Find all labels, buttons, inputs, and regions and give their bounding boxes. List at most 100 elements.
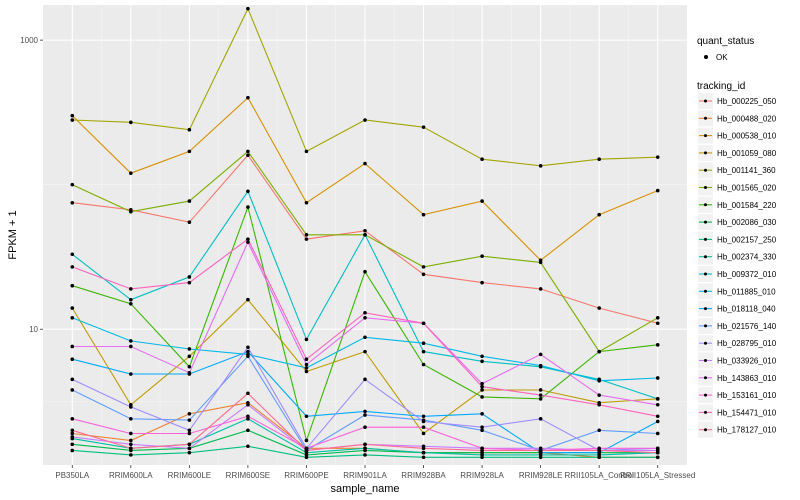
x-tick-label: PB350LA — [55, 471, 89, 480]
data-point — [70, 357, 75, 362]
data-point — [129, 442, 133, 447]
legend-label: Hb_153161_010 — [717, 391, 777, 400]
shape-legend-items: OK — [704, 53, 728, 62]
data-point — [70, 388, 75, 392]
legend-point-key — [704, 307, 707, 311]
legend-label: Hb_033926_010 — [717, 357, 777, 366]
data-point — [187, 347, 192, 351]
data-point — [129, 339, 133, 343]
data-point — [480, 199, 484, 203]
data-point — [480, 157, 484, 162]
legend-label: Hb_011885_010 — [717, 287, 776, 296]
data-point — [421, 419, 426, 424]
legend-label: OK — [716, 53, 728, 62]
legend-point-key — [704, 116, 707, 120]
data-point — [70, 377, 75, 382]
data-point — [421, 431, 426, 436]
data-point — [129, 297, 133, 302]
legend-label: Hb_018118_040 — [717, 305, 776, 314]
data-point — [655, 455, 660, 460]
data-point — [655, 188, 660, 193]
data-point — [421, 321, 426, 326]
data-point — [655, 376, 660, 380]
data-point — [304, 414, 309, 419]
legend-point-key — [704, 428, 707, 432]
data-point — [597, 157, 601, 162]
x-tick-label: RRIM600SE — [226, 471, 270, 480]
data-point — [187, 127, 192, 132]
data-point — [363, 446, 367, 451]
data-point — [70, 283, 75, 288]
data-point — [304, 438, 309, 443]
data-point — [304, 369, 309, 374]
legend-label: Hb_001059_080 — [717, 149, 777, 158]
data-point — [304, 233, 309, 237]
legend-label: Hb_021576_140 — [717, 322, 777, 331]
data-point — [421, 125, 426, 129]
shape-legend-title: quant_status — [697, 36, 754, 47]
data-point — [70, 442, 75, 447]
data-point — [187, 428, 192, 433]
legend-point-key — [704, 168, 707, 172]
data-point — [304, 200, 309, 205]
data-point — [129, 171, 133, 176]
data-point — [304, 455, 309, 460]
data-point — [129, 287, 133, 291]
data-point — [538, 448, 543, 453]
data-point — [129, 120, 133, 125]
data-point — [480, 388, 484, 392]
data-point — [655, 315, 660, 320]
data-point — [480, 254, 484, 259]
data-point — [480, 359, 484, 364]
data-point — [129, 344, 133, 349]
legend-point-key — [704, 55, 708, 59]
data-point — [363, 349, 367, 354]
data-point — [480, 425, 484, 429]
data-point — [187, 411, 192, 416]
legend-label: Hb_000538_010 — [717, 132, 777, 141]
data-point — [129, 438, 133, 443]
y-tick-label: 1000 — [20, 36, 38, 45]
legend-label: Hb_143863_010 — [717, 374, 777, 383]
data-point — [304, 366, 309, 370]
data-point — [246, 403, 250, 407]
data-point — [421, 212, 426, 217]
data-point — [246, 349, 250, 354]
data-point — [655, 343, 660, 347]
data-point — [597, 212, 601, 217]
data-point — [538, 260, 543, 265]
legend: quant_status OK tracking_id Hb_000225_05… — [697, 36, 777, 438]
data-point — [187, 220, 192, 225]
data-point — [70, 315, 75, 320]
data-point — [538, 417, 543, 421]
data-point — [304, 337, 309, 342]
legend-label: Hb_000488_020 — [717, 114, 777, 123]
data-point — [363, 269, 367, 274]
data-point — [421, 362, 426, 367]
x-tick-label: RRIM928BA — [401, 471, 446, 480]
data-point — [597, 448, 601, 453]
data-point — [246, 297, 250, 302]
data-point — [597, 378, 601, 383]
data-point — [363, 335, 367, 340]
legend-point-key — [704, 324, 707, 328]
data-point — [304, 362, 309, 367]
data-point — [480, 384, 484, 389]
data-point — [129, 209, 133, 214]
legend-label: Hb_002374_330 — [717, 253, 777, 262]
data-point — [70, 200, 75, 205]
data-point — [70, 431, 75, 436]
legend-point-key — [704, 359, 707, 362]
data-point — [421, 414, 426, 419]
data-point — [597, 306, 601, 310]
x-tick-label: RRIM901LA — [343, 471, 387, 480]
legend-label: Hb_002086_030 — [717, 218, 777, 227]
data-point — [655, 414, 660, 419]
data-point — [363, 409, 367, 414]
data-point — [129, 431, 133, 436]
data-point — [187, 364, 192, 369]
data-point — [246, 414, 250, 419]
x-tick-label: RRIM928LE — [519, 471, 563, 480]
data-point — [655, 431, 660, 436]
